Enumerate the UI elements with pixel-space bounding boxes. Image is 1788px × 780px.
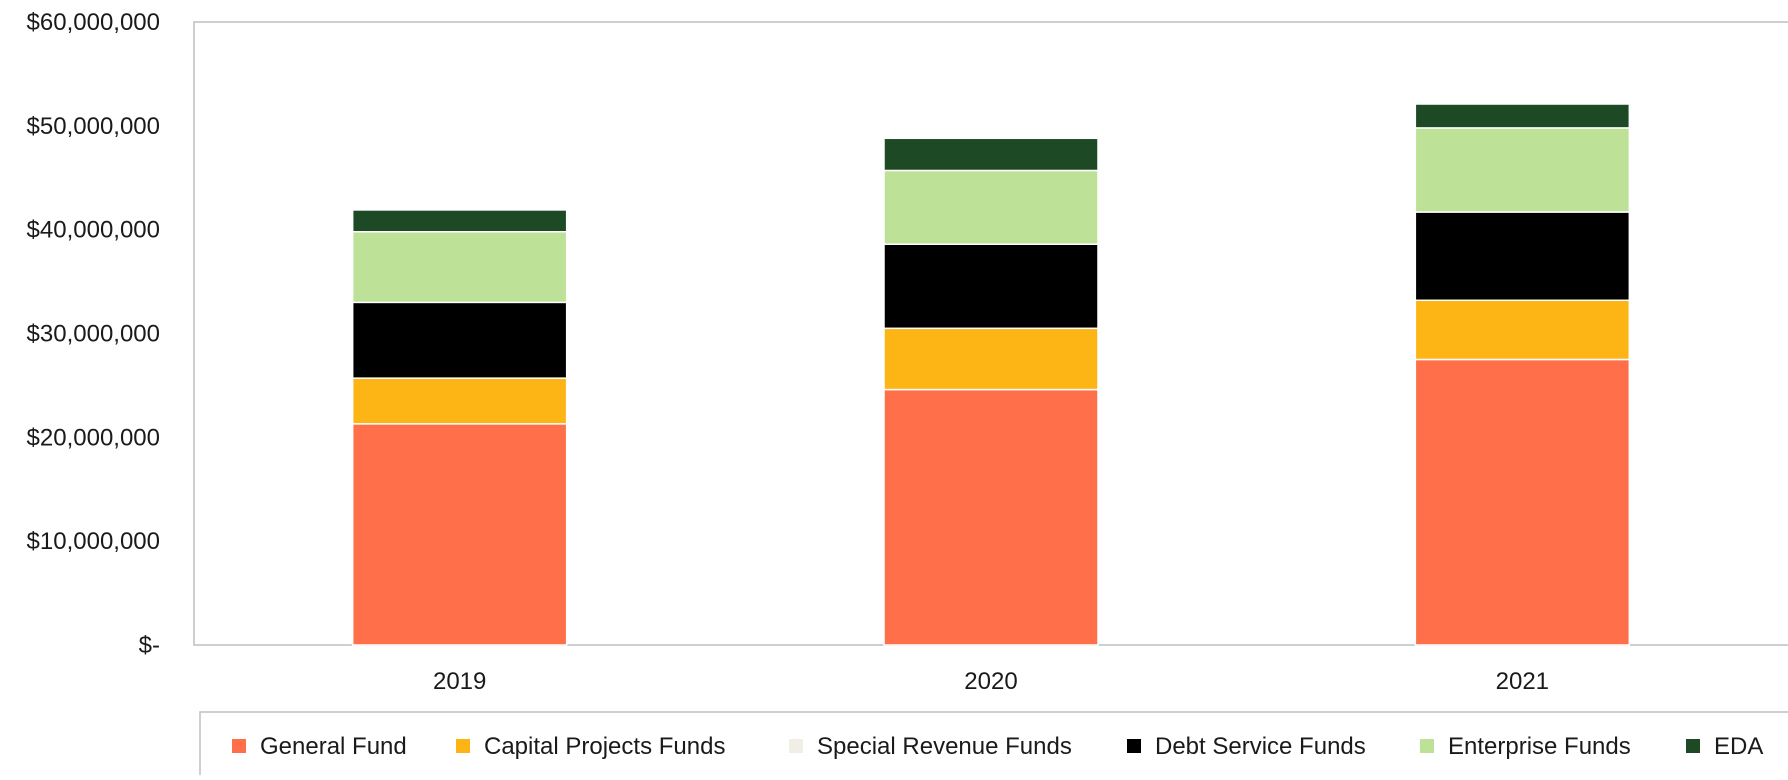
y-tick-label: $40,000,000 xyxy=(27,217,160,244)
legend: General Fund Capital Projects Funds Specia… xyxy=(199,711,1788,780)
legend-swatch xyxy=(789,739,803,753)
bar-group-2020 xyxy=(883,137,1099,646)
bar-segment-eda xyxy=(351,209,568,233)
bar-group-2019 xyxy=(351,209,568,646)
bar-segment-debt-service-funds xyxy=(1414,211,1631,302)
bar-segment-debt-service-funds xyxy=(883,243,1099,330)
legend-swatch xyxy=(1686,739,1700,753)
legend-item: Debt Service Funds xyxy=(1127,733,1366,760)
x-tick-label: 2020 xyxy=(964,668,1017,695)
bar-segment-general-fund xyxy=(883,388,1099,646)
y-tick-label: $50,000,000 xyxy=(27,113,160,140)
y-tick-label: $30,000,000 xyxy=(27,321,160,348)
y-tick-label: $- xyxy=(139,632,160,659)
legend-label: Enterprise Funds xyxy=(1448,733,1631,760)
legend-item: General Fund xyxy=(232,733,407,760)
bar-segment-eda xyxy=(883,137,1099,172)
y-tick-label: $20,000,000 xyxy=(27,424,160,451)
bar-segment-capital-projects-funds xyxy=(883,327,1099,391)
bar-segment-debt-service-funds xyxy=(351,301,568,379)
legend-label: EDA xyxy=(1714,733,1763,760)
bar-segment-enterprise-funds xyxy=(351,230,568,304)
bar-segment-general-fund xyxy=(1414,358,1631,646)
bars xyxy=(351,103,1631,646)
legend-swatch xyxy=(1420,739,1434,753)
legend-item: Capital Projects Funds xyxy=(456,733,725,760)
legend-swatch xyxy=(456,739,470,753)
bar-segment-capital-projects-funds xyxy=(1414,299,1631,361)
legend-item: Special Revenue Funds xyxy=(789,733,1072,760)
y-tick-label: $10,000,000 xyxy=(27,528,160,555)
bar-segment-enterprise-funds xyxy=(1414,127,1631,213)
x-tick-label: 2021 xyxy=(1496,668,1549,695)
bar-segment-capital-projects-funds xyxy=(351,377,568,425)
bar-segment-eda xyxy=(1414,103,1631,129)
legend-item: Enterprise Funds xyxy=(1420,733,1631,760)
x-axis: 2019 2020 2021 xyxy=(433,668,1549,695)
y-tick-label: $60,000,000 xyxy=(27,9,160,36)
bar-segment-general-fund xyxy=(351,423,568,646)
legend-item: EDA xyxy=(1686,733,1763,760)
bar-segment-enterprise-funds xyxy=(883,169,1099,245)
legend-label: Capital Projects Funds xyxy=(484,733,725,760)
y-axis: $- $10,000,000 $20,000,000 $30,000,000 $40,0… xyxy=(27,9,160,659)
bar-group-2021 xyxy=(1414,103,1631,646)
x-tick-label: 2019 xyxy=(433,668,486,695)
legend-swatch xyxy=(232,739,246,753)
legend-swatch xyxy=(1127,739,1141,753)
legend-label: Debt Service Funds xyxy=(1155,733,1366,760)
legend-label: General Fund xyxy=(260,733,407,760)
legend-label: Special Revenue Funds xyxy=(817,733,1072,760)
